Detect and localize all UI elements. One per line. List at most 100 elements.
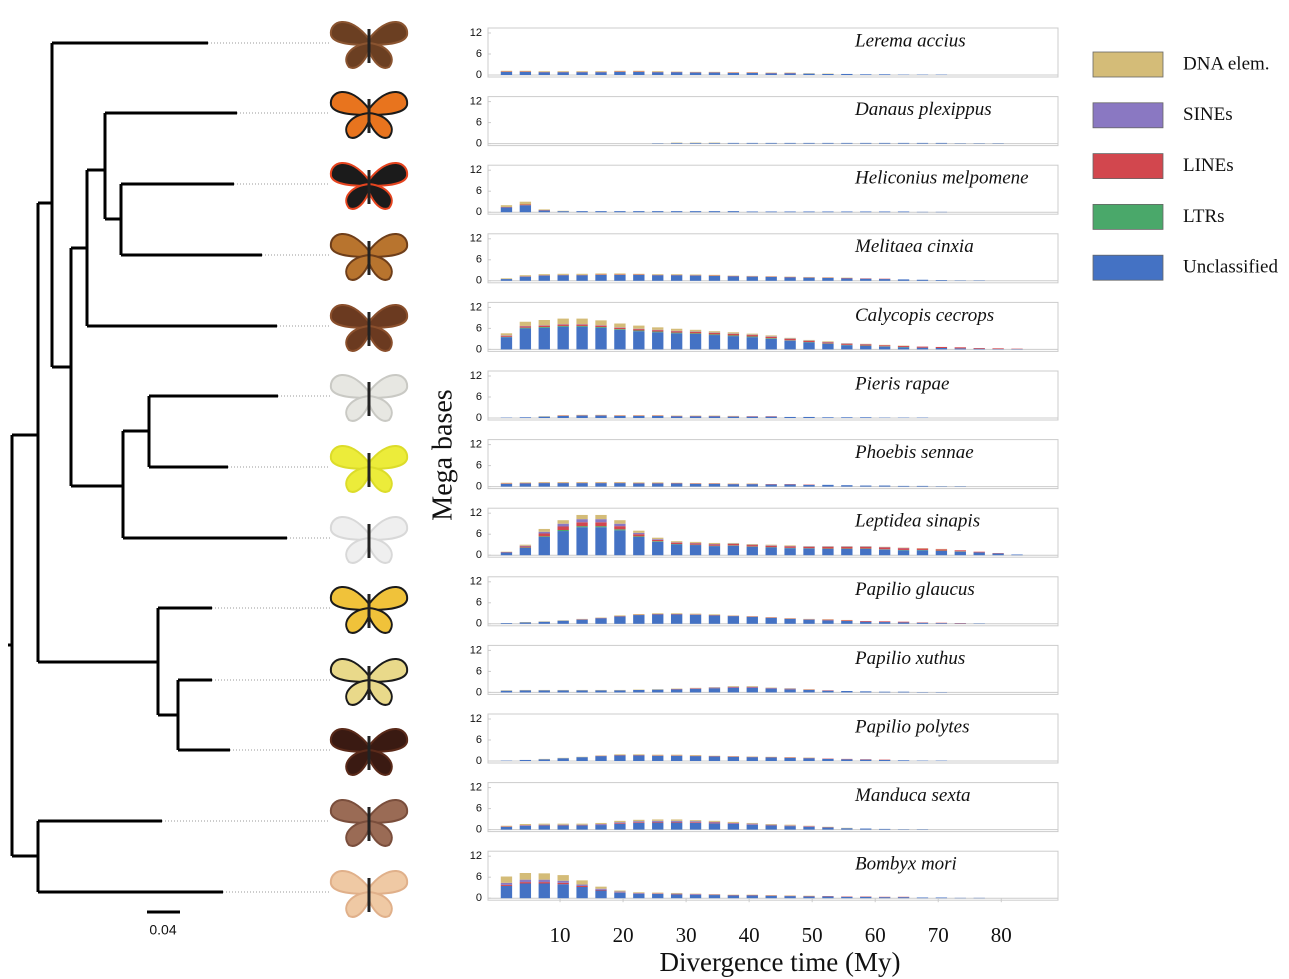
- bar-segment: [538, 533, 550, 537]
- bar-segment: [557, 318, 569, 325]
- bar-segment: [576, 72, 588, 75]
- wing: [345, 324, 370, 352]
- wing: [329, 233, 370, 259]
- bar-segment: [595, 825, 607, 830]
- bar-segment: [576, 690, 588, 693]
- bar-segment: [500, 826, 513, 830]
- bar-segment: [897, 622, 910, 624]
- bar-segment: [652, 894, 664, 899]
- bar-segment: [727, 686, 740, 687]
- bar-segment: [519, 544, 532, 546]
- panel: 0 6 12 Papilio glaucus: [470, 576, 1059, 630]
- bar-segment: [519, 825, 532, 830]
- bar-segment: [878, 759, 891, 761]
- bar-segment: [538, 327, 550, 328]
- bar-segment: [670, 483, 683, 487]
- bar-segment: [595, 888, 607, 890]
- wing: [345, 465, 370, 493]
- panel: 0 6 12 Pieris rapae: [470, 370, 1059, 424]
- y-tick-label: 6: [476, 254, 482, 266]
- bar-segment: [519, 622, 532, 624]
- bar-segment: [935, 142, 948, 144]
- bar-segment: [689, 756, 702, 761]
- bar-segment: [897, 760, 910, 761]
- y-tick-label: 6: [476, 871, 482, 883]
- bar-segment: [614, 530, 626, 556]
- phylogeny: 0.04: [8, 41, 330, 938]
- wing: [368, 21, 409, 47]
- bar-segment: [1011, 554, 1023, 556]
- bar-segment: [652, 415, 664, 418]
- bar-segment: [746, 142, 758, 144]
- bar-segment: [746, 336, 758, 338]
- y-tick-label: 0: [476, 138, 482, 150]
- bar-segment: [614, 823, 626, 824]
- panel-frame: [487, 370, 1059, 421]
- bar-segment: [822, 343, 834, 350]
- bar-segment: [916, 279, 929, 281]
- bar-segment: [973, 552, 985, 556]
- bar-segment: [841, 211, 853, 213]
- bar-segment: [897, 691, 910, 693]
- panel-frame: [487, 96, 1059, 147]
- bar-segment: [538, 275, 550, 281]
- bar-segment: [878, 485, 891, 487]
- bar-segment: [633, 534, 645, 537]
- wing: [345, 819, 370, 847]
- legend-swatch: [1092, 153, 1164, 180]
- bar-segment: [652, 541, 664, 556]
- bar-segment: [633, 273, 645, 275]
- bar-segment: [576, 483, 588, 487]
- bar-segment: [878, 211, 891, 213]
- bar-segment: [595, 886, 607, 889]
- wing: [368, 586, 409, 612]
- bar-segment: [614, 327, 626, 330]
- bar-segment: [557, 273, 569, 275]
- bar-segment: [765, 336, 777, 339]
- wing: [329, 870, 370, 896]
- y-tick-label: 12: [470, 370, 482, 382]
- bar-segment: [803, 211, 815, 213]
- bar-segment: [878, 691, 891, 693]
- bar-segment: [935, 346, 948, 348]
- bar-segment: [784, 340, 796, 350]
- bar-segment: [784, 277, 796, 281]
- bar-segment: [614, 529, 626, 531]
- bar-segment: [633, 532, 645, 535]
- bar-segment: [595, 890, 607, 899]
- bar-segment: [633, 274, 645, 281]
- bar-segment: [708, 895, 721, 899]
- bar-segment: [727, 545, 740, 556]
- bar-segment: [689, 822, 702, 823]
- bar-segment: [784, 546, 796, 548]
- bar-segment: [670, 328, 683, 331]
- bar-segment: [519, 546, 532, 548]
- bar-segment: [727, 686, 740, 688]
- bar-segment: [708, 332, 721, 335]
- bar-segment: [860, 485, 872, 487]
- bar-segment: [670, 894, 683, 899]
- bar-segment: [670, 542, 683, 544]
- bar-segment: [500, 71, 513, 75]
- panel-title: Lerema accius: [854, 30, 966, 51]
- tip-leaders: [162, 42, 330, 893]
- bar-segment: [652, 820, 664, 822]
- bar-segment: [727, 821, 740, 823]
- bar-segment: [519, 545, 532, 547]
- bar-segment: [670, 819, 683, 821]
- panel-title: Heliconius melpomene: [854, 168, 1029, 189]
- x-tick-label: 80: [991, 923, 1012, 947]
- bar-segment: [652, 537, 664, 540]
- x-tick-label: 60: [865, 923, 886, 947]
- wing: [345, 394, 370, 422]
- butterfly-image: [329, 516, 409, 564]
- bar-segment: [633, 71, 645, 75]
- bar-segment: [897, 345, 910, 347]
- bar-segment: [595, 273, 607, 275]
- bar-segment: [803, 826, 815, 830]
- bar-segment: [746, 416, 758, 418]
- butterfly-image: [329, 304, 409, 352]
- panel: 0 6 12 Manduca sexta: [470, 782, 1059, 836]
- bar-segment: [860, 344, 872, 346]
- wing: [368, 233, 409, 259]
